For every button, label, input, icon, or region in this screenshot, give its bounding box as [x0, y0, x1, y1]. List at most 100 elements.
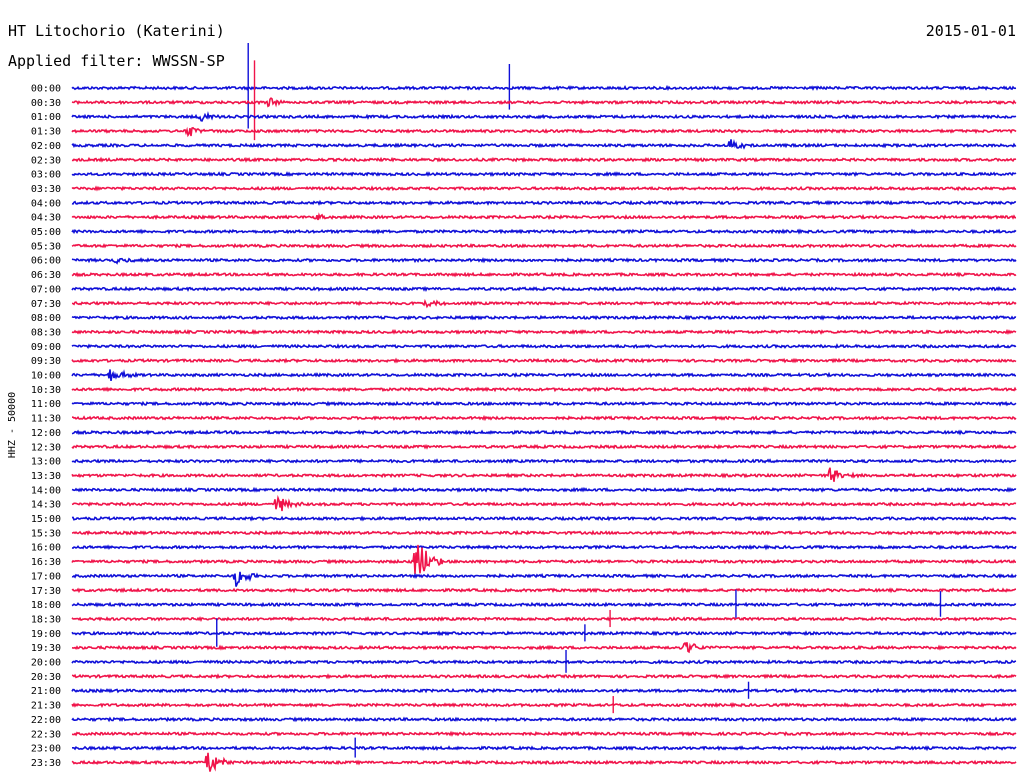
- trace-line: [71, 126, 1017, 138]
- trace-line: [71, 212, 1016, 221]
- row-time-label: 11:30: [31, 414, 61, 425]
- row-time-label: 03:30: [31, 184, 61, 195]
- row-time-label: 13:00: [31, 457, 61, 468]
- trace-line: [71, 716, 1017, 723]
- row-time-label: 00:30: [31, 98, 61, 109]
- row-time-label: 20:30: [31, 672, 61, 683]
- trace-line: [71, 701, 1017, 709]
- row-time-label: 02:00: [31, 141, 61, 152]
- trace-line: [71, 544, 1017, 551]
- row-time-label: 16:00: [31, 543, 61, 554]
- trace-line: [71, 658, 1017, 665]
- row-time-label: 07:00: [31, 284, 61, 295]
- trace-line: [71, 242, 1017, 249]
- trace-line: [71, 298, 1017, 309]
- trace-line: [71, 687, 1017, 694]
- row-time-label: 15:00: [31, 514, 61, 525]
- row-time-label: 23:00: [31, 744, 61, 755]
- row-time-label: 08:00: [31, 313, 61, 324]
- row-time-label: 01:00: [31, 112, 61, 123]
- record-date: 2015-01-01: [926, 22, 1016, 40]
- trace-line: [71, 171, 1017, 178]
- row-time-label: 08:30: [31, 327, 61, 338]
- row-time-label: 04:00: [31, 198, 61, 209]
- row-time-label: 12:30: [31, 442, 61, 453]
- trace-line: [72, 745, 1017, 752]
- row-time-label: 19:00: [31, 629, 61, 640]
- channel-label: HHZ - 50000: [7, 392, 18, 458]
- trace-line: [71, 630, 1017, 637]
- row-time-label: 13:30: [31, 471, 61, 482]
- row-time-label: 06:30: [31, 270, 61, 281]
- row-time-label: 21:00: [31, 686, 61, 697]
- trace-line: [71, 357, 1017, 364]
- trace-line: [71, 641, 1017, 654]
- trace-line: [72, 414, 1017, 422]
- row-time-label: 09:30: [31, 356, 61, 367]
- row-time-label: 17:30: [31, 586, 61, 597]
- trace-line: [71, 458, 1017, 465]
- row-time-label: 21:30: [31, 701, 61, 712]
- row-time-label: 17:00: [31, 571, 61, 582]
- row-time-label: 18:30: [31, 614, 61, 625]
- trace-line: [71, 467, 1017, 482]
- row-time-label: 09:00: [31, 342, 61, 353]
- trace-line: [71, 486, 1017, 493]
- trace-line: [71, 515, 1017, 522]
- trace-line: [71, 494, 1017, 512]
- row-time-label: 23:30: [31, 758, 61, 769]
- trace-line: [71, 343, 1017, 350]
- row-time-label: 12:00: [31, 428, 61, 439]
- trace-line: [71, 400, 1017, 407]
- trace-line: [71, 328, 1017, 336]
- row-time-label: 00:00: [31, 84, 61, 95]
- trace-line: [71, 199, 1017, 206]
- trace-line: [71, 228, 1017, 235]
- trace-line: [71, 601, 1017, 608]
- row-time-label: 14:00: [31, 485, 61, 496]
- trace-line: [71, 156, 1017, 163]
- row-time-label: 22:00: [31, 715, 61, 726]
- row-time-label: 11:00: [31, 399, 61, 410]
- row-time-label: 02:30: [31, 155, 61, 166]
- row-time-label: 22:30: [31, 729, 61, 740]
- trace-group: 00:00 00:30 01:00 01:30 02:00 02:30 03:00 03:30…: [31, 43, 1017, 772]
- station-title: HT Litochorio (Katerini): [8, 22, 225, 40]
- row-time-label: 20:00: [31, 658, 61, 669]
- row-time-label: 01:30: [31, 127, 61, 138]
- row-time-label: 10:00: [31, 371, 61, 382]
- trace-line: [71, 97, 1017, 108]
- row-time-label: 07:30: [31, 299, 61, 310]
- row-time-label: 10:30: [31, 385, 61, 396]
- trace-line: [71, 615, 1017, 622]
- filter-label: Applied filter: WWSSN-SP: [8, 52, 225, 70]
- trace-line: [71, 386, 1017, 393]
- trace-line: [71, 571, 1017, 587]
- trace-line: [71, 185, 1017, 192]
- row-time-label: 16:30: [31, 557, 61, 568]
- trace-line: [71, 587, 1017, 594]
- row-time-label: 18:00: [31, 600, 61, 611]
- trace-line: [71, 139, 1017, 150]
- trace-line: [71, 730, 1017, 737]
- row-time-label: 14:30: [31, 500, 61, 511]
- row-time-label: 19:30: [31, 643, 61, 654]
- trace-line: [71, 314, 1017, 321]
- trace-line: [71, 443, 1017, 450]
- row-time-label: 04:30: [31, 213, 61, 224]
- trace-line: [71, 544, 1016, 575]
- row-time-label: 15:30: [31, 528, 61, 539]
- trace-line: [71, 752, 1017, 772]
- trace-line: [71, 369, 1016, 382]
- trace-line: [71, 673, 1017, 680]
- trace-line: [71, 110, 1017, 122]
- row-time-label: 06:00: [31, 256, 61, 267]
- trace-line: [71, 429, 1017, 436]
- trace-line: [71, 84, 1017, 91]
- trace-line: [71, 271, 1017, 278]
- trace-line: [71, 285, 1017, 293]
- row-time-label: 03:00: [31, 170, 61, 181]
- trace-line: [71, 529, 1017, 536]
- row-time-label: 05:00: [31, 227, 61, 238]
